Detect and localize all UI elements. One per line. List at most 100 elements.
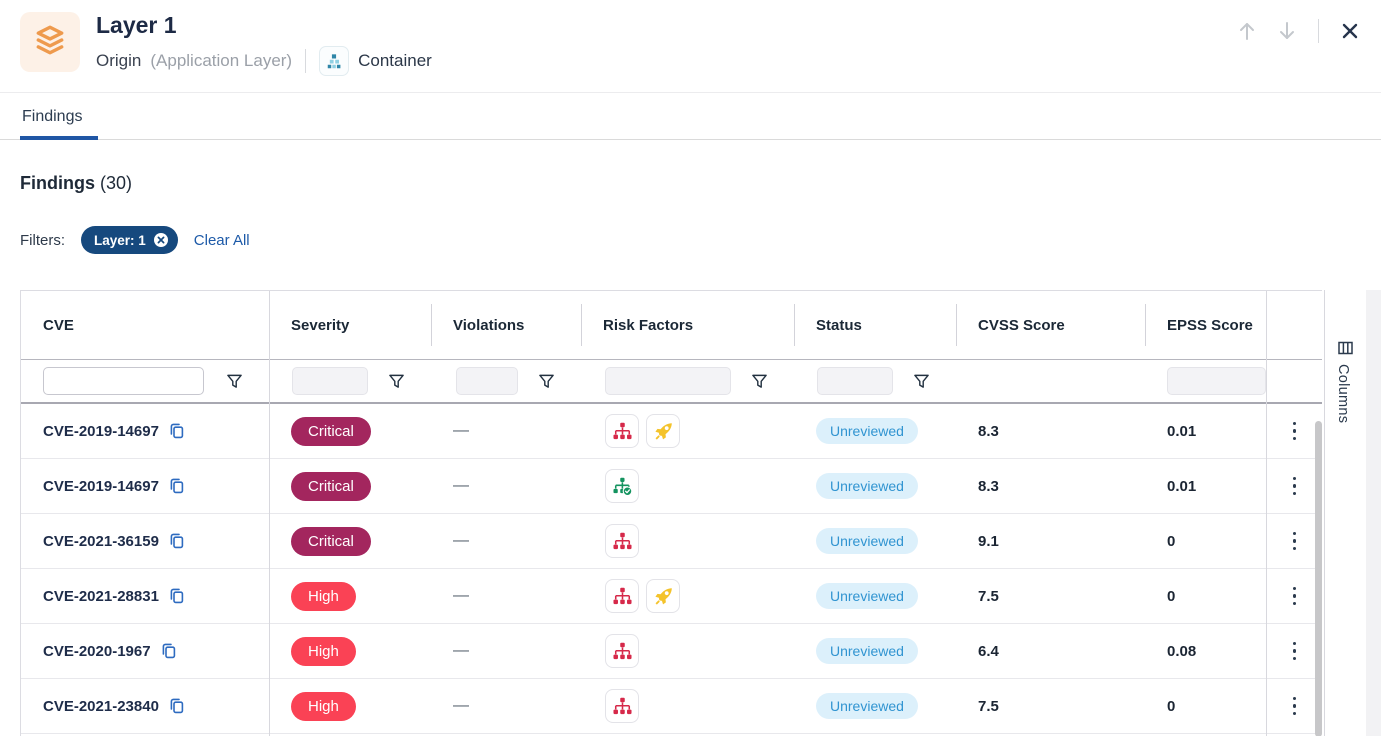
funnel-icon[interactable] [538,373,555,390]
header-separator [431,304,432,346]
column-border [1266,291,1267,736]
divider [305,49,307,73]
kebab-menu-icon[interactable] [1285,528,1305,555]
table-body: CVE-2019-14697 Critical — Unreviewed 8 [21,404,1322,734]
table-row: CVE-2021-23840 High — Unreviewed 7.5 0 [21,679,1322,734]
risk-factors-cell [581,459,794,513]
severity-filter-input[interactable] [292,367,368,395]
circle-x-icon[interactable] [153,232,169,248]
container-icon [319,46,350,76]
close-icon[interactable] [1337,18,1363,44]
kebab-menu-icon[interactable] [1285,473,1305,500]
copy-icon[interactable] [160,642,178,660]
tab-findings[interactable]: Findings [22,107,83,125]
origin-label: Origin [96,51,142,70]
cve-id[interactable]: CVE-2019-14697 [43,477,159,495]
epss-filter-input[interactable] [1167,367,1266,395]
violations-value: — [453,477,469,494]
attack-vector-icon[interactable] [605,524,639,558]
layer-icon-box [20,12,80,72]
status-badge: Unreviewed [816,693,918,719]
kebab-menu-icon[interactable] [1285,693,1305,720]
exploit-exists-icon[interactable] [646,579,680,613]
violations-value: — [453,587,469,604]
table-row: CVE-2019-14697 Critical — Unreviewed 8 [21,404,1322,459]
status-filter-input[interactable] [817,367,893,395]
copy-icon[interactable] [168,587,186,605]
copy-icon[interactable] [168,477,186,495]
table-row: CVE-2021-28831 High — Unreviewed 7.5 [21,569,1322,624]
funnel-icon[interactable] [388,373,405,390]
vertical-scrollbar[interactable] [1315,421,1322,736]
col-header-risk-factors[interactable]: Risk Factors [603,316,694,334]
copy-icon[interactable] [168,422,186,440]
col-header-violations[interactable]: Violations [453,316,525,334]
cvss-score: 8.3 [978,477,999,495]
epss-score: 0 [1167,697,1176,715]
header-separator [956,304,957,346]
columns-icon [1338,341,1353,360]
violations-value: — [453,697,469,714]
arrow-up-icon[interactable] [1234,18,1260,44]
table-row: CVE-2021-36159 Critical — Unreviewed 9.1… [21,514,1322,569]
exploit-exists-icon[interactable] [646,414,680,448]
findings-count: (30) [100,173,133,193]
status-badge: Unreviewed [816,528,918,554]
severity-badge: Critical [291,471,371,501]
status-badge: Unreviewed [816,638,918,664]
copy-icon[interactable] [168,532,186,550]
arrow-down-icon[interactable] [1274,18,1300,44]
col-header-severity[interactable]: Severity [291,316,350,334]
kebab-menu-icon[interactable] [1285,638,1305,665]
panel-header: Layer 1 Origin (Application Layer) Conta… [0,0,1381,93]
cve-id[interactable]: CVE-2019-14697 [43,422,159,440]
cve-id[interactable]: CVE-2021-28831 [43,587,159,605]
columns-panel-label: Columns [1335,364,1351,424]
kebab-menu-icon[interactable] [1285,418,1305,445]
header-separator [581,304,582,346]
filter-chip-label: Layer: 1 [94,232,146,248]
funnel-icon[interactable] [226,373,243,390]
origin-detail: (Application Layer) [150,51,293,70]
col-header-status[interactable]: Status [816,316,862,334]
funnel-icon[interactable] [751,373,768,390]
col-header-epss[interactable]: EPSS Score [1167,316,1253,334]
attack-vector-icon[interactable] [605,634,639,668]
clear-all-link[interactable]: Clear All [193,231,250,249]
cve-id[interactable]: CVE-2021-23840 [43,697,159,715]
cve-filter-input[interactable] [43,367,204,395]
col-header-cve[interactable]: CVE [43,316,74,334]
layers-icon [33,23,67,62]
filters-label: Filters: [20,231,65,249]
attack-vector-icon[interactable] [605,689,639,723]
filters-row: Filters: Layer: 1 Clear All [20,226,250,254]
attack-vector-icon[interactable] [605,579,639,613]
attack-vector-icon[interactable] [605,414,639,448]
risk-factors-cell [581,404,794,458]
violations-value: — [453,532,469,549]
violations-filter-input[interactable] [456,367,518,395]
cvss-score: 6.4 [978,642,999,660]
findings-heading: Findings (30) [20,173,132,194]
columns-panel-toggle[interactable]: Columns [1324,290,1381,736]
cve-id[interactable]: CVE-2021-36159 [43,532,159,550]
cve-id[interactable]: CVE-2020-1967 [43,642,151,660]
table-header-row: CVE Severity Violations Risk Factors Sta… [21,291,1322,359]
header-separator [1145,304,1146,346]
col-header-cvss[interactable]: CVSS Score [978,316,1065,334]
cvss-score: 8.3 [978,422,999,440]
header-subtitle: Origin (Application Layer) Container [96,46,432,76]
copy-icon[interactable] [168,697,186,715]
epss-score: 0 [1167,532,1176,550]
divider [1318,19,1319,43]
severity-badge: Critical [291,526,371,556]
severity-badge: High [291,636,356,666]
filter-chip-layer[interactable]: Layer: 1 [81,226,178,254]
risk-factors-filter-input[interactable] [605,367,731,395]
funnel-icon[interactable] [913,373,930,390]
attack-vector-fix-available-icon[interactable] [605,469,639,503]
status-badge: Unreviewed [816,473,918,499]
kebab-menu-icon[interactable] [1285,583,1305,610]
risk-factors-cell [581,514,794,568]
severity-badge: Critical [291,416,371,446]
